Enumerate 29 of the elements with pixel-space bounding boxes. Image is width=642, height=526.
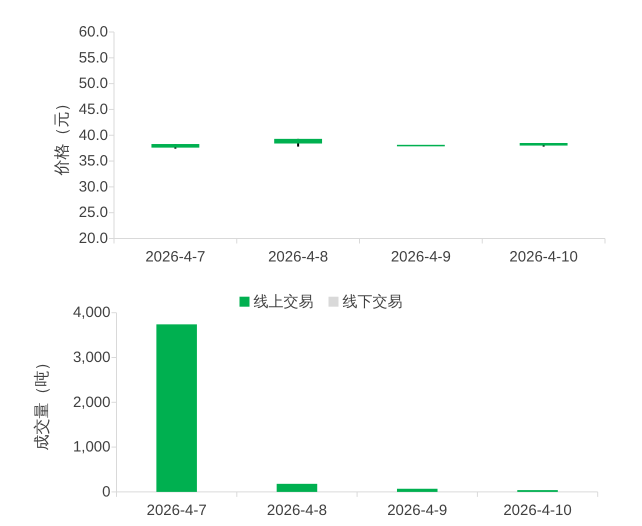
y-tick-label: 3,000 xyxy=(72,349,110,366)
y-tick-label: 0 xyxy=(102,483,110,500)
y-tick-label: 1,000 xyxy=(72,438,110,456)
y-tick-label: 40.0 xyxy=(78,126,108,144)
x-tick-label: 2026-4-7 xyxy=(146,501,207,518)
y-tick-label: 20.0 xyxy=(78,230,108,247)
x-tick-label: 2026-4-9 xyxy=(387,501,448,518)
y-tick-label: 4,000 xyxy=(72,304,110,322)
bar xyxy=(276,484,318,492)
bar xyxy=(156,324,197,492)
x-tick-label: 2026-4-9 xyxy=(390,248,451,265)
y-tick-label: 60.0 xyxy=(78,24,108,40)
y-tick-label: 2,000 xyxy=(72,394,110,411)
y-tick-label: 45.0 xyxy=(78,100,108,118)
y-tick-label: 35.0 xyxy=(78,152,108,170)
y-tick-label: 25.0 xyxy=(78,204,108,222)
y-axis-title: 成交量（吨） xyxy=(32,354,50,450)
y-tick-label: 30.0 xyxy=(78,178,108,196)
x-tick-label: 2026-4-8 xyxy=(268,248,328,265)
x-tick-label: 2026-4-8 xyxy=(266,501,327,518)
x-tick-label: 2026-4-7 xyxy=(145,248,206,265)
y-tick-label: 50.0 xyxy=(78,75,108,92)
y-tick-label: 55.0 xyxy=(78,49,108,66)
legend-label: 线下交易 xyxy=(342,293,402,310)
x-tick-label: 2026-4-10 xyxy=(509,248,578,265)
bar xyxy=(396,488,438,492)
legend-label: 线上交易 xyxy=(254,293,314,310)
x-tick-label: 2026-4-10 xyxy=(503,501,572,518)
y-axis-title: 价格（元） xyxy=(54,95,70,176)
